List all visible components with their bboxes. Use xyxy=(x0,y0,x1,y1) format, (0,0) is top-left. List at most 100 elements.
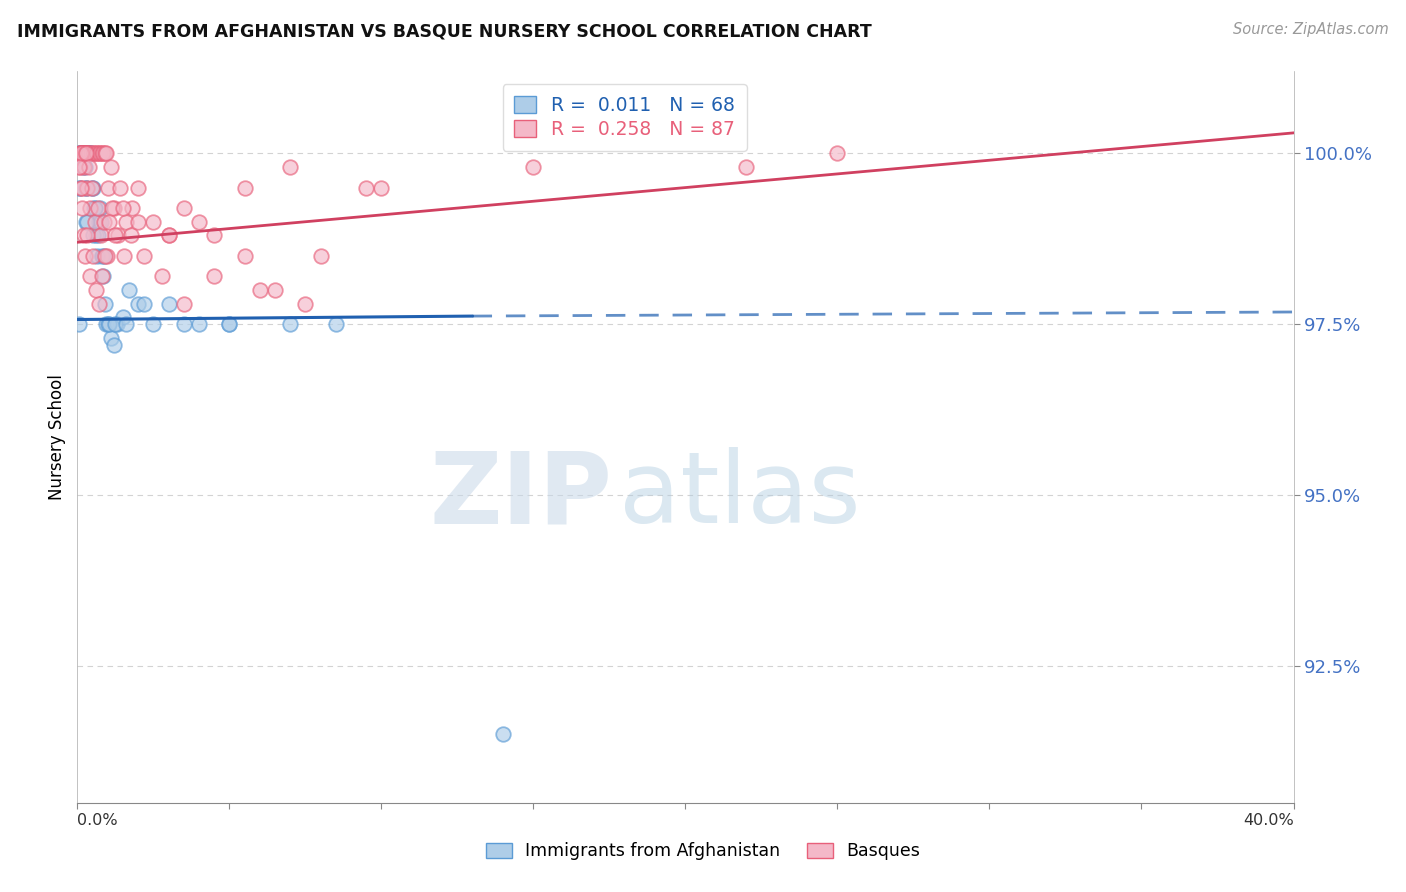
Point xyxy=(249,283,271,297)
Point xyxy=(218,318,240,332)
Point xyxy=(69,146,91,161)
Point xyxy=(233,180,256,194)
Point xyxy=(67,160,90,174)
Point xyxy=(75,215,97,229)
Point xyxy=(76,215,98,229)
Point xyxy=(70,146,93,161)
Point xyxy=(152,269,174,284)
Point xyxy=(75,180,97,194)
Point xyxy=(91,269,114,284)
Point xyxy=(104,318,127,332)
Point xyxy=(118,283,141,297)
Point xyxy=(278,160,301,174)
Point xyxy=(77,146,100,161)
Point xyxy=(75,146,97,161)
Point xyxy=(142,318,165,332)
Text: atlas: atlas xyxy=(619,447,860,544)
Point xyxy=(80,146,103,161)
Point xyxy=(69,146,91,161)
Point xyxy=(77,146,100,161)
Point xyxy=(90,215,112,229)
Point xyxy=(188,215,211,229)
Point xyxy=(157,228,180,243)
Text: Source: ZipAtlas.com: Source: ZipAtlas.com xyxy=(1233,22,1389,37)
Text: 40.0%: 40.0% xyxy=(1243,813,1294,828)
Point xyxy=(97,180,120,194)
Point xyxy=(735,160,758,174)
Point xyxy=(72,146,94,161)
Point xyxy=(202,228,225,243)
Point xyxy=(70,146,93,161)
Point xyxy=(157,228,180,243)
Point xyxy=(79,146,101,161)
Point xyxy=(69,146,91,161)
Point xyxy=(84,228,107,243)
Point xyxy=(98,318,121,332)
Point xyxy=(72,146,94,161)
Point xyxy=(97,318,120,332)
Point xyxy=(309,249,332,263)
Point xyxy=(115,215,138,229)
Point xyxy=(96,146,118,161)
Point xyxy=(77,160,100,174)
Point xyxy=(218,318,240,332)
Point xyxy=(114,249,136,263)
Point xyxy=(72,146,94,161)
Point xyxy=(80,180,103,194)
Point xyxy=(72,146,94,161)
Point xyxy=(70,146,93,161)
Y-axis label: Nursery School: Nursery School xyxy=(48,374,66,500)
Point xyxy=(827,146,849,161)
Point xyxy=(101,201,124,215)
Point xyxy=(96,249,118,263)
Point xyxy=(70,146,93,161)
Point xyxy=(104,228,127,243)
Point xyxy=(354,180,377,194)
Point xyxy=(98,215,121,229)
Point xyxy=(73,146,96,161)
Point xyxy=(105,318,128,332)
Point xyxy=(70,146,93,161)
Point xyxy=(90,249,112,263)
Point xyxy=(79,146,101,161)
Point xyxy=(100,331,122,345)
Point xyxy=(93,249,115,263)
Point xyxy=(73,146,96,161)
Point xyxy=(111,201,134,215)
Point xyxy=(90,228,112,243)
Point xyxy=(67,180,90,194)
Point xyxy=(93,215,115,229)
Text: ZIP: ZIP xyxy=(430,447,613,544)
Point xyxy=(173,201,195,215)
Point xyxy=(100,160,122,174)
Point xyxy=(127,297,149,311)
Point xyxy=(76,228,98,243)
Point xyxy=(121,201,143,215)
Point xyxy=(69,146,91,161)
Point xyxy=(86,146,108,161)
Legend: Immigrants from Afghanistan, Basques: Immigrants from Afghanistan, Basques xyxy=(478,836,928,867)
Point xyxy=(134,249,156,263)
Point xyxy=(70,146,93,161)
Point xyxy=(70,146,93,161)
Point xyxy=(173,318,195,332)
Text: 0.0%: 0.0% xyxy=(77,813,118,828)
Point xyxy=(94,249,117,263)
Point xyxy=(69,146,91,161)
Point xyxy=(127,215,149,229)
Point xyxy=(82,146,104,161)
Point xyxy=(73,160,96,174)
Point xyxy=(93,297,115,311)
Point xyxy=(278,318,301,332)
Point xyxy=(84,201,107,215)
Point xyxy=(91,146,114,161)
Point xyxy=(82,228,104,243)
Point xyxy=(103,201,125,215)
Point xyxy=(233,249,256,263)
Point xyxy=(264,283,287,297)
Point xyxy=(294,297,316,311)
Point xyxy=(173,297,195,311)
Point xyxy=(90,146,112,161)
Point xyxy=(73,146,96,161)
Point xyxy=(69,180,91,194)
